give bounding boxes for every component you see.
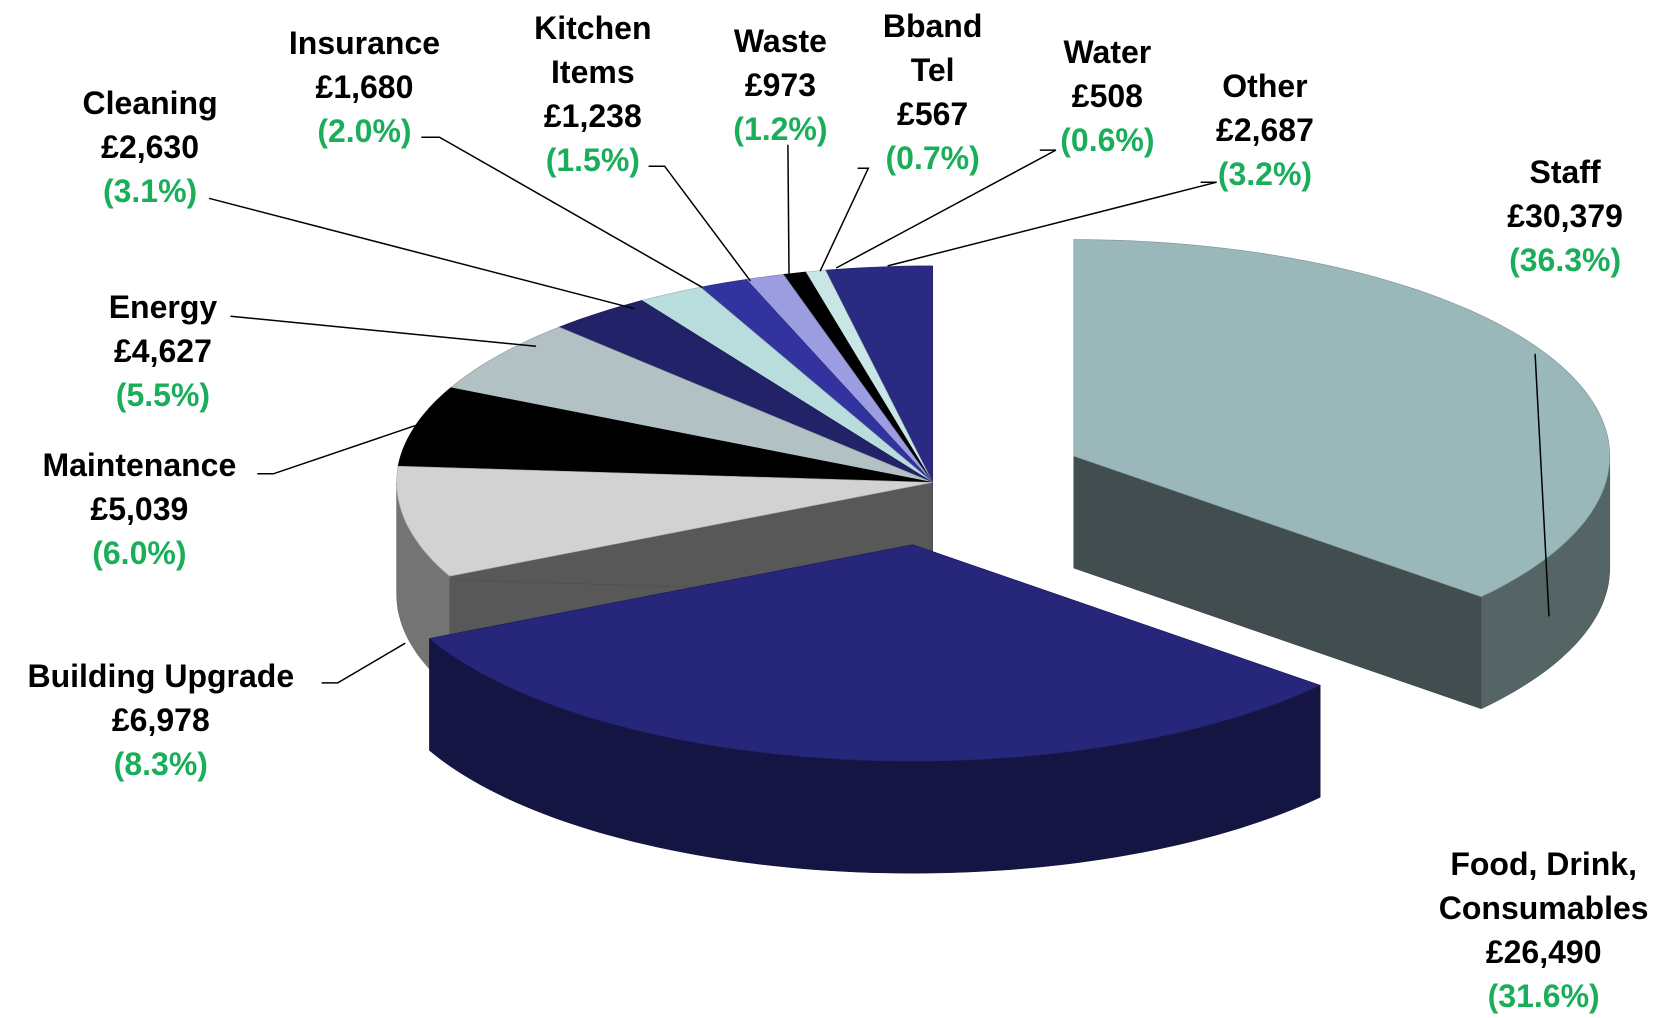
label-percent: (0.7%)	[885, 140, 980, 177]
leader-line	[230, 315, 537, 348]
label-percent: (3.1%)	[102, 173, 198, 210]
label-value: £567	[897, 96, 969, 133]
label-percent: (2.0%)	[317, 113, 412, 150]
label-value: £2,687	[1216, 112, 1314, 149]
label-percent: (3.2%)	[1217, 156, 1313, 193]
label-name: Insurance	[288, 25, 441, 62]
leader-line	[648, 165, 752, 282]
data-label: Cleaning £2,630 (3.1%)	[83, 81, 218, 213]
leader-line	[257, 417, 438, 475]
slice	[558, 300, 933, 483]
slice	[450, 326, 933, 483]
slice	[1073, 239, 1611, 598]
label-name: Food, Drink, Consumables	[1438, 845, 1649, 926]
label-value: £4,627	[113, 333, 212, 370]
label-name: Energy	[108, 289, 218, 326]
label-name: Maintenance	[42, 446, 237, 483]
label-value: £1,680	[315, 69, 414, 106]
leader-line	[421, 136, 703, 288]
leader-line	[787, 144, 790, 274]
leader-line	[208, 197, 635, 310]
label-percent: (0.6%)	[1060, 122, 1155, 159]
data-label: Building Upgrade £6,978 (8.3%)	[27, 654, 294, 786]
data-label: Waste £973 (1.2%)	[733, 19, 827, 151]
label-value: £973	[744, 67, 816, 104]
label-name: Building Upgrade	[27, 657, 295, 694]
label-value: £30,379	[1507, 198, 1623, 235]
label-value: £6,978	[111, 701, 210, 738]
data-label: Energy £4,627 (5.5%)	[109, 285, 217, 417]
label-name: Staff	[1529, 154, 1601, 191]
data-label: Water £508 (0.6%)	[1060, 30, 1154, 162]
leader-line	[1534, 353, 1550, 617]
slice	[396, 465, 933, 577]
leader-line	[819, 167, 870, 272]
leader-line	[321, 642, 406, 684]
label-name: Kitchen Items	[534, 10, 652, 91]
label-percent: (1.5%)	[545, 142, 640, 179]
label-name: Bband Tel	[882, 8, 983, 89]
label-name: Cleaning	[82, 85, 218, 122]
label-value: £26,490	[1485, 933, 1602, 970]
slice	[824, 265, 933, 483]
label-name: Other	[1222, 68, 1308, 105]
label-value: £5,039	[90, 490, 189, 527]
label-percent: (31.6%)	[1487, 977, 1600, 1014]
data-label: Food, Drink, Consumables £26,490 (31.6%)	[1439, 842, 1649, 1018]
data-label: Maintenance £5,039 (6.0%)	[42, 443, 236, 575]
slice	[640, 286, 933, 483]
data-label: Insurance £1,680 (2.0%)	[289, 21, 440, 153]
label-percent: (5.5%)	[115, 377, 211, 414]
label-value: £1,238	[543, 98, 642, 135]
data-label: Staff £30,379 (36.3%)	[1507, 150, 1623, 282]
label-percent: (8.3%)	[113, 745, 208, 782]
leader-line	[835, 149, 1057, 269]
data-label: Kitchen Items £1,238 (1.5%)	[534, 6, 651, 182]
slice	[428, 544, 1321, 762]
data-label: Other £2,687 (3.2%)	[1216, 64, 1314, 196]
label-name: Waste	[733, 23, 827, 60]
label-percent: (36.3%)	[1509, 242, 1622, 279]
label-name: Water	[1063, 34, 1152, 71]
data-label: Bband Tel £567 (0.7%)	[883, 4, 983, 180]
label-value: £508	[1071, 78, 1143, 115]
label-percent: (1.2%)	[733, 111, 828, 148]
label-value: £2,630	[101, 129, 200, 166]
label-percent: (6.0%)	[92, 534, 187, 571]
leader-line	[887, 181, 1217, 267]
